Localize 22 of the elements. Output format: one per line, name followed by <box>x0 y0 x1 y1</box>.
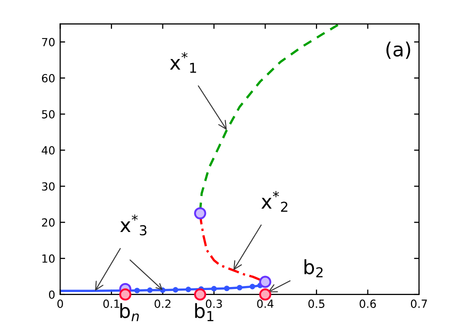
y-tick-label: 40 <box>42 146 55 155</box>
x-tick-label: 0.1 <box>103 300 120 308</box>
annotation: b$_{n}$ <box>120 303 139 322</box>
annotation: x$^{*}$$_{2}$ <box>261 191 288 212</box>
x-tick-label: 0.6 <box>360 300 376 308</box>
x-tick-label: 0 <box>57 300 63 308</box>
y-tick-label: 0 <box>48 290 55 299</box>
y-tick-label: 60 <box>42 74 55 82</box>
x-tick-label: 0.7 <box>410 300 427 308</box>
x-tick-label: 0.4 <box>257 300 274 308</box>
y-tick-label: 70 <box>42 38 55 46</box>
y-tick-label: 20 <box>42 218 55 227</box>
annotation: x$^{*}$$_{1}$ <box>170 52 196 73</box>
y-tick-label: 50 <box>42 110 55 118</box>
annotation: (a) <box>386 42 410 59</box>
annotation: x$^{*}$$_{3}$ <box>120 214 146 236</box>
y-tick-label: 10 <box>42 254 55 263</box>
y-tick-label: 30 <box>42 182 55 191</box>
x-tick-label: 0.5 <box>308 300 324 308</box>
x-tick-label: 0.2 <box>154 300 170 308</box>
annotation: b$_{2}$ <box>304 259 323 278</box>
x-tick-label: 0.3 <box>206 300 222 308</box>
